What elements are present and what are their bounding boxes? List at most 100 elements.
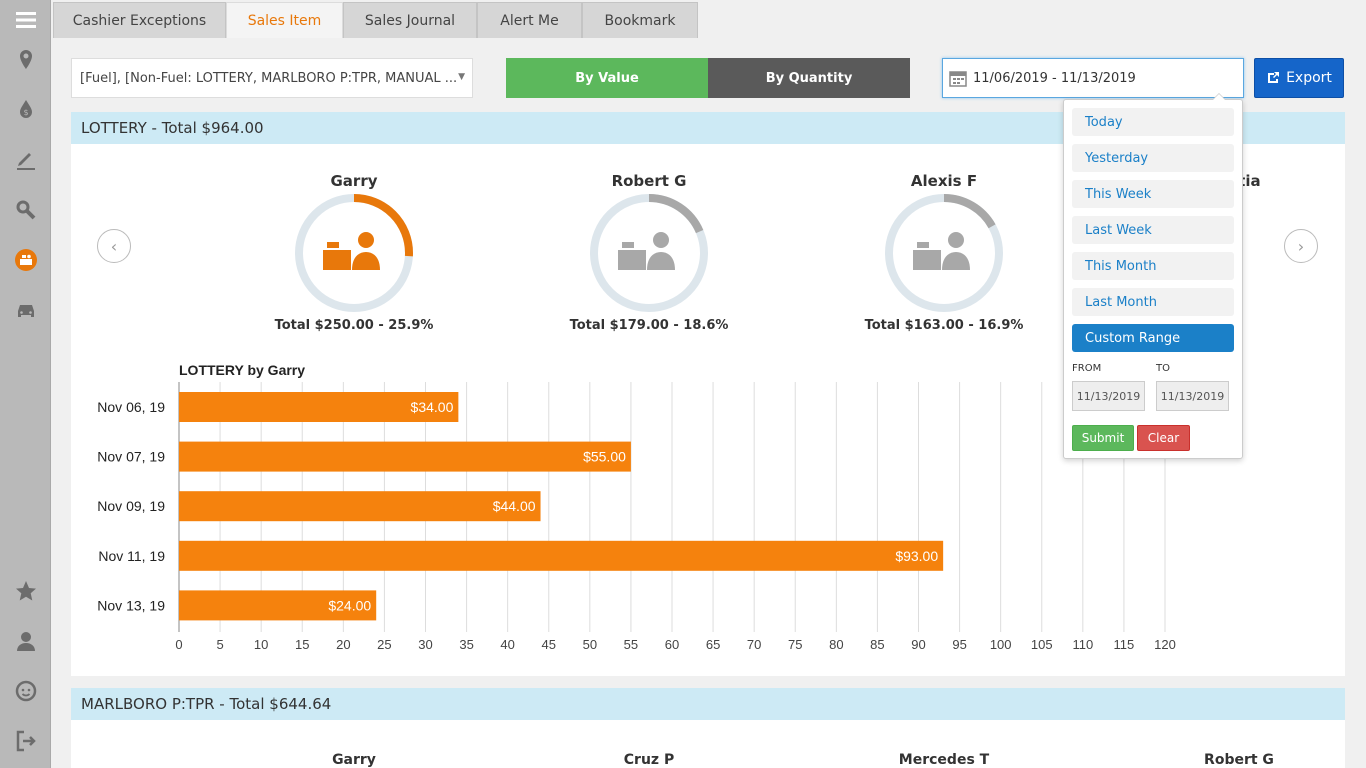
x-tick-label: 110 (1072, 637, 1093, 652)
bar[interactable] (179, 491, 541, 522)
cashier-name: Mercedes T (898, 752, 990, 768)
search-icon[interactable] (0, 190, 51, 230)
to-label: TO (1156, 363, 1170, 374)
logout-icon[interactable] (0, 721, 51, 761)
export-icon (1268, 72, 1280, 83)
x-tick-label: 70 (747, 637, 761, 652)
date-range-dropdown: Today Yesterday This Week Last Week This… (1063, 93, 1243, 459)
x-tick-label: 5 (216, 637, 223, 652)
x-tick-label: 65 (706, 637, 720, 652)
bar-value-label: $44.00 (493, 498, 536, 514)
x-tick-label: 0 (175, 637, 182, 652)
range-this-week[interactable]: This Week (1072, 180, 1234, 208)
chevron-down-icon: ▼ (458, 72, 465, 82)
range-last-week[interactable]: Last Week (1072, 216, 1234, 244)
cashier-icon (618, 232, 675, 270)
cashier-total: Total $250.00 - 25.9% (274, 318, 434, 333)
range-last-month[interactable]: Last Month (1072, 288, 1234, 316)
x-tick-label: 55 (624, 637, 638, 652)
cashier-share-ring (885, 194, 1003, 312)
cashier-name: Robert G (611, 172, 687, 190)
bar[interactable] (179, 441, 631, 472)
x-tick-label: 95 (952, 637, 966, 652)
fuel-drop-icon[interactable]: $ (0, 90, 51, 130)
support-icon[interactable] (0, 671, 51, 711)
marlboro-panel-header: MARLBORO P:TPR - Total $644.64 (71, 688, 1345, 720)
x-tick-label: 20 (336, 637, 350, 652)
cashier-total: Total $163.00 - 16.9% (864, 318, 1024, 333)
x-tick-label: 50 (583, 637, 597, 652)
tab-bookmark[interactable]: Bookmark (582, 2, 698, 38)
tab-sales-journal[interactable]: Sales Journal (343, 2, 477, 38)
range-this-month[interactable]: This Month (1072, 252, 1234, 280)
lottery-bar-chart: LOTTERY by Garry $34.00 Nov 06, 19 $55.00 N… (97, 362, 1176, 652)
sidebar: $ (0, 0, 51, 768)
date-range-input[interactable]: 11/06/2019 - 11/13/2019 (942, 58, 1244, 98)
chevron-right-icon[interactable]: › (1284, 229, 1318, 263)
cashier-card[interactable]: Robert G Total $179.00 - 18.6% (549, 172, 749, 333)
register-icon[interactable] (0, 240, 51, 280)
chart-title: LOTTERY by Garry (179, 362, 305, 378)
x-tick-label: 10 (254, 637, 268, 652)
cashier-share-ring (590, 194, 708, 312)
to-date-input[interactable]: 11/13/2019 (1156, 381, 1229, 411)
menu-icon[interactable] (0, 0, 51, 40)
tab-alert-me[interactable]: Alert Me (477, 2, 582, 38)
tab-sales-item[interactable]: Sales Item (226, 2, 343, 38)
svg-text:$: $ (23, 108, 28, 117)
bar[interactable] (179, 590, 377, 621)
category-label: Nov 11, 19 (98, 548, 165, 564)
category-label: Nov 13, 19 (97, 597, 165, 613)
x-tick-label: 105 (1031, 637, 1053, 652)
x-tick-label: 35 (459, 637, 473, 652)
clear-button[interactable]: Clear (1137, 425, 1190, 451)
x-tick-label: 100 (990, 637, 1012, 652)
cashier-name: Robert G (1204, 752, 1274, 768)
range-today[interactable]: Today (1072, 108, 1234, 136)
x-tick-label: 40 (500, 637, 514, 652)
x-tick-label: 45 (542, 637, 556, 652)
bar[interactable] (179, 392, 459, 422)
star-icon[interactable] (0, 571, 51, 611)
cashier-total: Total $179.00 - 18.6% (569, 318, 729, 333)
chevron-left-icon[interactable]: ‹ (97, 229, 131, 263)
item-filter-select[interactable]: [Fuel], [Non-Fuel: LOTTERY, MARLBORO P:T… (71, 58, 473, 98)
from-label: FROM (1072, 363, 1102, 374)
cashier-icon (323, 232, 380, 270)
by-quantity-button[interactable]: By Quantity (708, 58, 910, 98)
by-value-button[interactable]: By Value (506, 58, 708, 98)
date-range-value: 11/06/2019 - 11/13/2019 (973, 70, 1136, 86)
cashier-name: Cruz P (623, 752, 675, 768)
bar[interactable] (179, 540, 944, 571)
tab-bar: Cashier Exceptions Sales Item Sales Jour… (51, 0, 1366, 38)
car-icon[interactable] (0, 290, 51, 330)
map-pin-icon[interactable] (0, 40, 51, 80)
tab-cashier-exceptions[interactable]: Cashier Exceptions (53, 2, 226, 38)
bar-value-label: $24.00 (328, 597, 371, 613)
range-custom[interactable]: Custom Range (1072, 324, 1234, 352)
cashier-card[interactable]: Garry Total $250.00 - 25.9% (254, 172, 454, 333)
export-label: Export (1286, 70, 1332, 86)
x-tick-label: 120 (1154, 637, 1176, 652)
pen-icon[interactable] (0, 140, 51, 180)
category-label: Nov 07, 19 (97, 449, 165, 465)
range-yesterday[interactable]: Yesterday (1072, 144, 1234, 172)
category-label: Nov 06, 19 (97, 399, 165, 415)
x-tick-label: 60 (665, 637, 679, 652)
from-date-input[interactable]: 11/13/2019 (1072, 381, 1145, 411)
cashier-name: Garry (330, 172, 378, 190)
x-tick-label: 80 (829, 637, 843, 652)
cashier-name: Alexis F (910, 172, 978, 190)
x-tick-label: 75 (788, 637, 802, 652)
cashier-card[interactable]: Alexis F Total $163.00 - 16.9% (844, 172, 1044, 333)
cashier-share-ring (295, 194, 413, 312)
x-tick-label: 25 (377, 637, 391, 652)
x-tick-label: 15 (295, 637, 309, 652)
export-button[interactable]: Export (1254, 58, 1344, 98)
submit-button[interactable]: Submit (1072, 425, 1134, 451)
user-icon[interactable] (0, 621, 51, 661)
calendar-icon (949, 71, 967, 87)
x-tick-label: 115 (1114, 637, 1135, 652)
bar-value-label: $34.00 (411, 399, 454, 415)
x-tick-label: 85 (870, 637, 884, 652)
